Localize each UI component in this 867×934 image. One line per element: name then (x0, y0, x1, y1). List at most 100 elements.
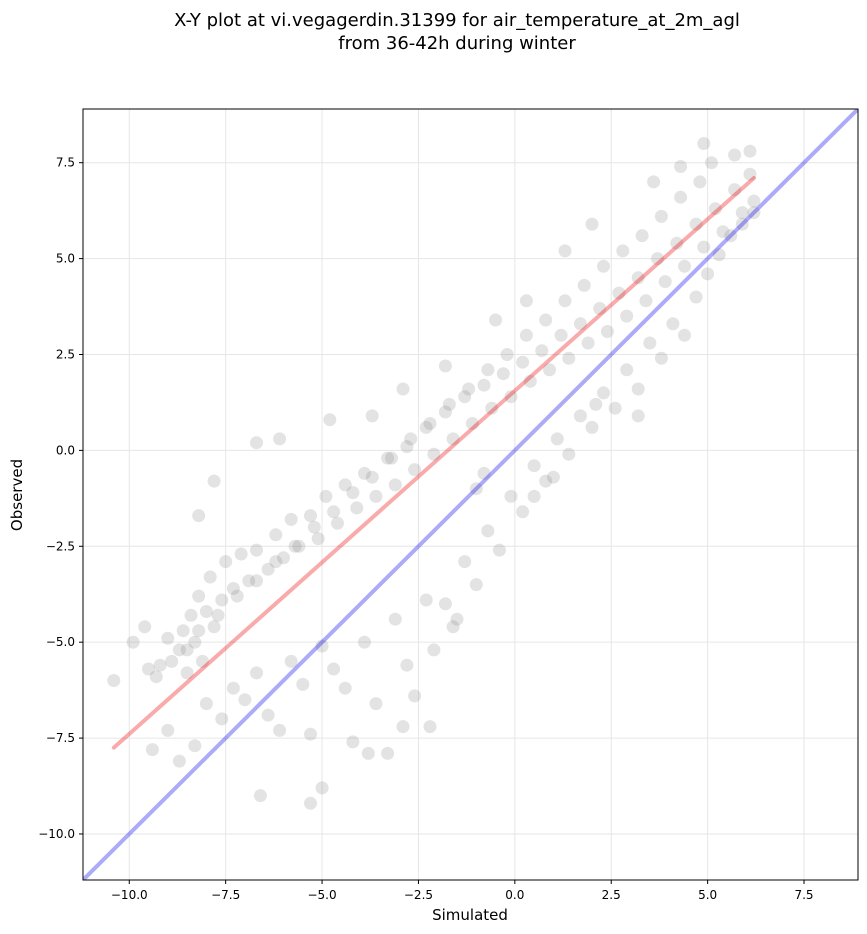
data-point-140 (527, 459, 541, 473)
data-point-116 (273, 723, 287, 737)
data-point-40 (438, 405, 452, 419)
data-point-100 (211, 608, 225, 622)
data-point-101 (192, 624, 206, 638)
data-point-169 (273, 432, 287, 446)
data-point-1 (142, 662, 155, 676)
data-point-53 (562, 351, 576, 365)
data-point-32 (358, 466, 371, 480)
data-point-166 (450, 612, 464, 626)
data-point-61 (639, 294, 653, 308)
data-point-135 (469, 578, 483, 592)
data-point-67 (697, 240, 711, 254)
data-point-74 (705, 156, 718, 170)
scatter-points (107, 137, 761, 810)
y-tick-label-2: −5.0 (46, 635, 75, 649)
data-point-180 (674, 160, 688, 173)
data-point-48 (516, 355, 530, 369)
x-tick-label-0: −10.0 (111, 888, 148, 902)
data-point-159 (747, 206, 761, 220)
data-point-156 (712, 248, 726, 262)
data-point-41 (446, 432, 460, 446)
data-point-85 (500, 348, 514, 361)
fit-lines (83, 109, 858, 880)
data-point-70 (728, 183, 742, 197)
data-point-119 (304, 727, 317, 741)
data-point-161 (304, 796, 317, 810)
data-point-146 (597, 386, 610, 400)
data-point-150 (643, 336, 657, 350)
data-point-155 (701, 267, 715, 281)
data-point-31 (350, 501, 364, 515)
data-point-60 (631, 271, 645, 285)
data-point-64 (670, 236, 684, 250)
data-point-65 (678, 259, 691, 273)
data-point-93 (346, 486, 360, 500)
data-point-151 (654, 351, 668, 365)
data-point-19 (242, 574, 256, 588)
data-point-80 (597, 259, 610, 273)
data-point-43 (465, 417, 479, 430)
data-point-132 (438, 597, 452, 611)
data-point-77 (654, 209, 668, 223)
data-point-189 (469, 482, 483, 496)
identity-line (83, 109, 858, 880)
data-point-4 (165, 654, 179, 668)
data-point-37 (408, 463, 422, 477)
data-point-84 (519, 328, 533, 342)
data-point-185 (589, 397, 603, 411)
data-point-113 (238, 693, 252, 707)
y-tick-label-4: 0.0 (56, 443, 75, 457)
data-point-44 (477, 378, 491, 392)
data-point-174 (438, 359, 452, 373)
data-point-6 (180, 643, 194, 657)
data-point-25 (292, 539, 306, 553)
data-point-171 (207, 474, 221, 488)
data-point-59 (620, 309, 634, 323)
data-point-24 (284, 512, 298, 526)
data-point-79 (616, 244, 630, 258)
x-tick-label-1: −7.5 (211, 888, 240, 902)
y-tick-label-5: 2.5 (56, 347, 75, 361)
data-point-91 (385, 451, 398, 465)
data-point-104 (138, 620, 152, 634)
data-point-106 (145, 743, 159, 757)
data-point-176 (519, 294, 533, 308)
data-point-15 (215, 593, 229, 607)
data-point-18 (234, 547, 248, 561)
y-axis-ticks: −10.0 −7.5 −5.0 −2.5 0.0 2.5 5.0 7.5 (38, 156, 83, 841)
data-point-114 (250, 666, 263, 680)
data-point-42 (458, 390, 472, 404)
x-tick-label-6: 5.0 (698, 888, 717, 902)
data-point-54 (573, 317, 587, 331)
data-point-98 (250, 574, 263, 588)
data-point-78 (635, 229, 649, 243)
data-point-2 (149, 670, 163, 684)
grid-lines (83, 109, 858, 880)
data-point-136 (481, 524, 495, 538)
data-point-152 (666, 317, 680, 331)
data-point-45 (485, 401, 499, 415)
data-point-81 (577, 278, 591, 292)
data-point-109 (188, 739, 202, 753)
data-point-178 (585, 217, 599, 231)
data-point-34 (381, 451, 395, 465)
y-tick-label-7: 7.5 (56, 156, 75, 170)
data-point-138 (504, 489, 518, 503)
data-point-27 (311, 532, 325, 546)
data-point-8 (184, 608, 198, 622)
data-point-56 (593, 302, 607, 315)
data-point-111 (215, 712, 229, 726)
data-point-124 (358, 635, 371, 649)
y-tick-label-1: −7.5 (46, 731, 75, 745)
data-point-13 (203, 570, 217, 584)
data-point-126 (381, 746, 395, 760)
data-point-47 (504, 390, 518, 404)
data-point-55 (581, 336, 595, 350)
data-point-88 (442, 397, 456, 411)
data-point-149 (631, 382, 645, 396)
regression-line (111, 176, 756, 750)
data-point-139 (516, 505, 530, 519)
data-point-52 (554, 328, 568, 342)
data-point-142 (550, 432, 564, 446)
data-point-5 (176, 624, 190, 638)
